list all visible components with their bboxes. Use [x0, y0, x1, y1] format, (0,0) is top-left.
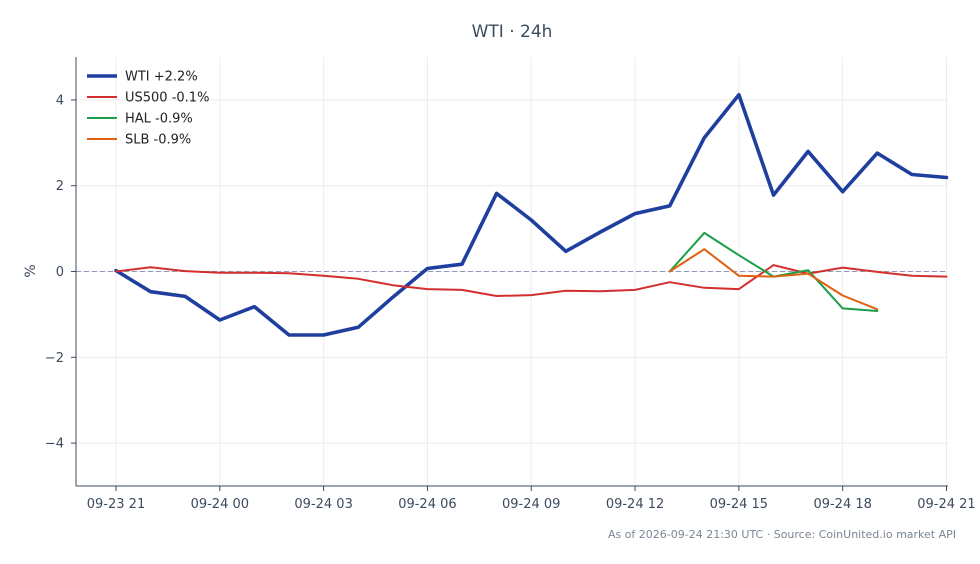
- y-tick-label: 4: [56, 93, 64, 108]
- footer-source: As of 2026-09-24 21:30 UTC · Source: Coi…: [608, 528, 956, 541]
- chart-title: WTI · 24h: [472, 22, 553, 42]
- y-tick-label: 0: [56, 265, 64, 280]
- x-tick-label: 09-24 09: [502, 497, 560, 512]
- x-tick-label: 09-24 21: [917, 497, 975, 512]
- series-layer: [114, 93, 949, 337]
- x-tick-label: 09-24 03: [294, 497, 352, 512]
- x-tick-label: 09-24 00: [191, 497, 249, 512]
- grid: [76, 57, 948, 486]
- y-axis-label: %: [23, 264, 39, 277]
- y-tick-label: −4: [45, 437, 64, 452]
- series-line-slb: [668, 248, 879, 311]
- axes: −4 −2 0 2 4 09-23 21 09-24 00 09-24 03 09-24 06 0…: [45, 57, 976, 512]
- legend-label: WTI +2.2%: [125, 70, 198, 85]
- legend: WTI +2.2% US500 -0.1% HAL -0.9% SLB -0.9%: [87, 70, 209, 148]
- legend-label: US500 -0.1%: [125, 91, 209, 106]
- y-tick-label: −2: [45, 351, 64, 366]
- y-tick-label: 2: [56, 179, 64, 194]
- legend-label: HAL -0.9%: [125, 112, 193, 127]
- x-tick-label: 09-23 21: [87, 497, 145, 512]
- x-tick-label: 09-24 15: [710, 497, 768, 512]
- series-line-wti: [114, 93, 949, 337]
- x-tick-label: 09-24 18: [813, 497, 871, 512]
- x-tick-label: 09-24 06: [398, 497, 456, 512]
- legend-label: SLB -0.9%: [125, 133, 191, 148]
- x-tick-label: 09-24 12: [606, 497, 664, 512]
